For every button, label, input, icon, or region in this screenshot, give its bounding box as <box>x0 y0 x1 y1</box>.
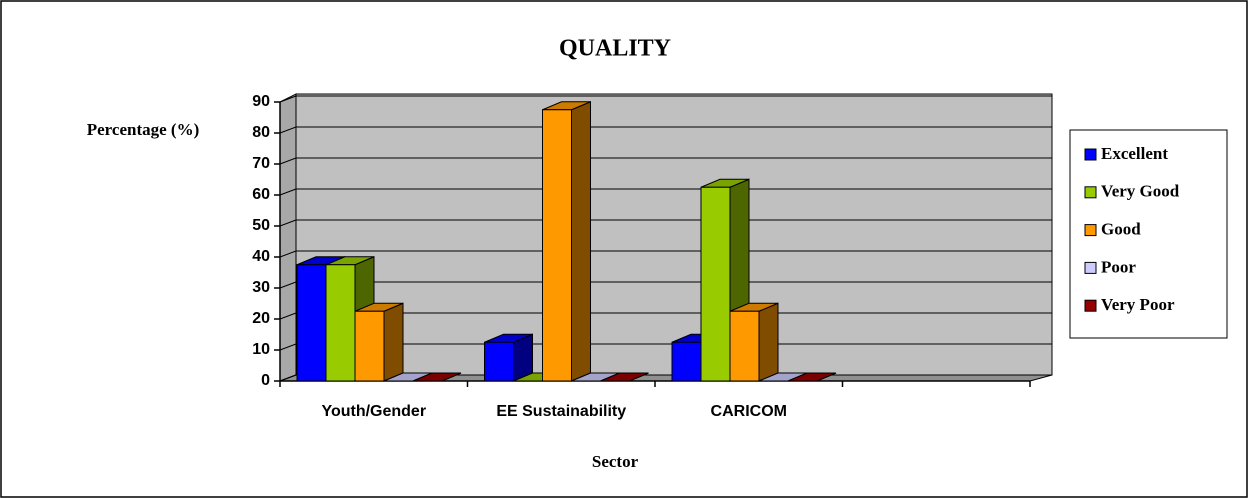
chart-title: QUALITY <box>559 36 671 62</box>
legend-swatch <box>1084 261 1097 274</box>
grid-line <box>279 188 297 196</box>
x-axis-label: Sector <box>592 452 639 471</box>
bar <box>484 341 514 382</box>
legend-swatch <box>1084 148 1097 161</box>
legend-swatch <box>1084 224 1097 237</box>
bar <box>296 264 327 382</box>
x-tick-label: Youth/Gender <box>321 403 426 420</box>
back-wall <box>295 93 1053 376</box>
y-tick-label: 30 <box>252 279 270 296</box>
legend-swatch <box>1084 186 1097 199</box>
grid-line <box>279 312 297 320</box>
legend-label: Very Poor <box>1101 295 1175 314</box>
y-tick-label: 50 <box>252 217 270 234</box>
grid-line <box>279 126 297 134</box>
grid-line <box>279 281 297 289</box>
grid-line <box>279 219 297 227</box>
grid-line <box>279 250 297 258</box>
y-tick-label: 60 <box>252 186 270 203</box>
x-tick-label: CARICOM <box>711 403 787 420</box>
bar-top <box>787 372 837 382</box>
bar-top <box>600 372 649 382</box>
bar-side <box>571 100 591 382</box>
grid-line <box>279 157 297 165</box>
bar <box>354 310 385 382</box>
grid-line <box>279 343 297 351</box>
legend-label: Poor <box>1101 257 1136 276</box>
bar <box>729 310 760 382</box>
grid-line <box>279 95 297 103</box>
legend-label: Very Good <box>1101 182 1180 201</box>
bar-top <box>412 372 462 382</box>
y-tick-label: 0 <box>261 372 270 389</box>
y-tick-label: 70 <box>252 155 270 172</box>
bar-side <box>758 302 779 382</box>
y-tick-label: 10 <box>252 341 270 358</box>
bar <box>671 341 702 382</box>
grid-line <box>279 374 297 382</box>
x-tick-label: EE Sustainability <box>496 403 626 420</box>
legend-swatch <box>1084 299 1097 312</box>
legend-label: Good <box>1101 220 1141 239</box>
side-wall <box>279 93 297 382</box>
y-tick-label: 80 <box>252 124 270 141</box>
y-tick-label: 20 <box>252 310 270 327</box>
bar <box>542 109 572 382</box>
bar <box>325 264 356 382</box>
y-tick-label: 90 <box>252 93 270 110</box>
y-axis-label: Percentage (%) <box>87 120 200 139</box>
bar <box>700 186 731 382</box>
legend-label: Excellent <box>1101 144 1168 163</box>
y-tick-label: 40 <box>252 248 270 265</box>
bar-side <box>383 302 404 382</box>
